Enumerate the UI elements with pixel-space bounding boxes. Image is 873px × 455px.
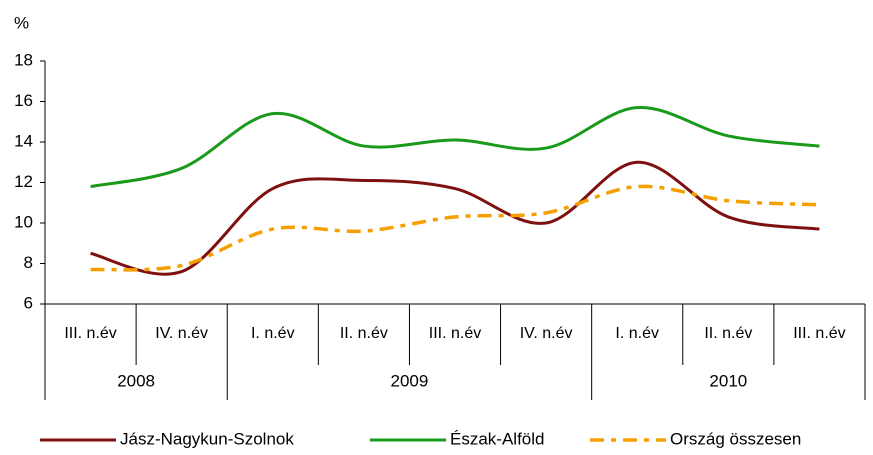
y-tick-label: 8 (24, 253, 33, 272)
x-tick-label: IV. n.év (520, 325, 573, 342)
x-group-label: 2010 (709, 371, 747, 390)
y-tick-label: 14 (14, 131, 33, 150)
x-group-label: 2008 (117, 371, 155, 390)
legend-label: Jász-Nagykun-Szolnok (120, 429, 294, 448)
y-tick-label: 12 (14, 172, 33, 191)
x-tick-label: I. n.év (251, 325, 295, 342)
y-tick-label: 10 (14, 212, 33, 231)
x-tick-label: III. n.év (64, 325, 116, 342)
y-axis-label: % (14, 13, 29, 32)
x-tick-label: III. n.év (429, 325, 481, 342)
series-line (90, 106, 820, 189)
y-tick-label: 18 (14, 50, 33, 69)
x-tick-label: II. n.év (704, 325, 752, 342)
legend-label: Észak-Alföld (450, 429, 544, 448)
legend-label: Ország összesen (670, 429, 801, 448)
y-tick-label: 16 (14, 91, 33, 110)
series-line (90, 184, 820, 272)
x-tick-label: IV. n.év (155, 325, 208, 342)
x-group-label: 2009 (391, 371, 429, 390)
x-tick-label: II. n.év (340, 325, 388, 342)
x-tick-label: I. n.év (615, 325, 659, 342)
x-tick-label: III. n.év (793, 325, 845, 342)
y-tick-label: 6 (24, 293, 33, 312)
